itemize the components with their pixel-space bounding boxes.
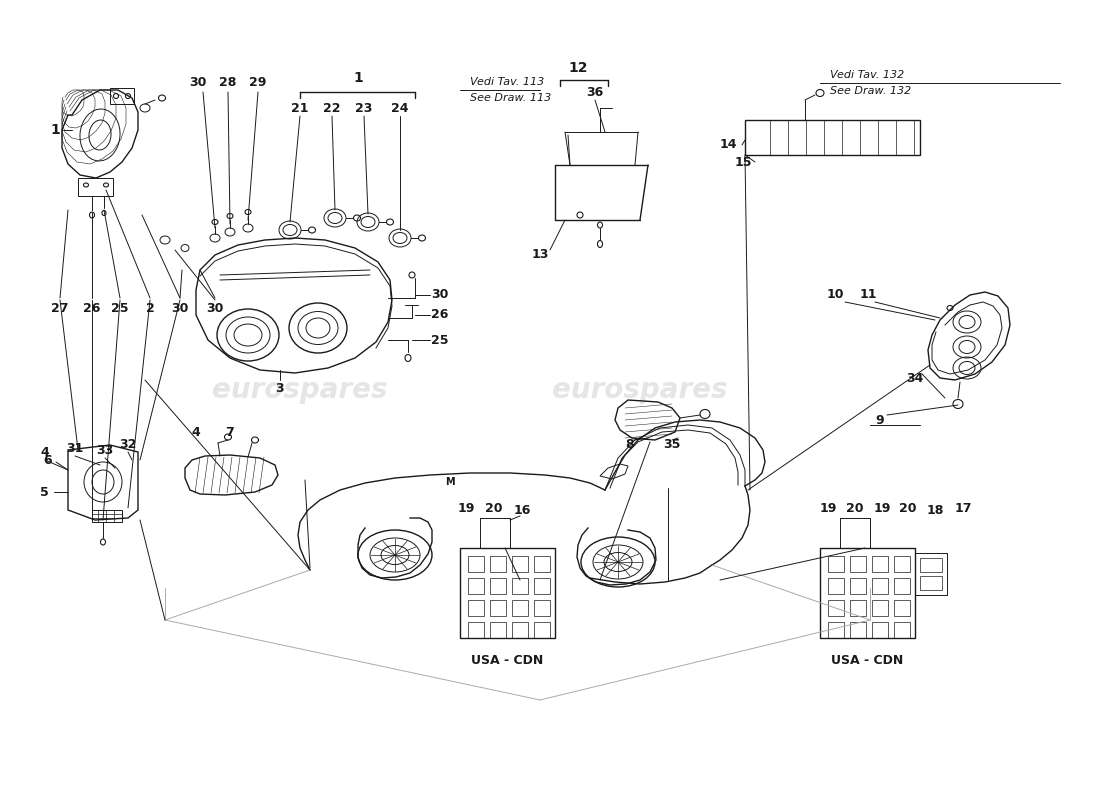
Bar [460,548,556,638]
Text: See Draw. 132: See Draw. 132 [830,86,911,96]
Text: 4: 4 [191,426,200,439]
Bar [110,88,134,104]
Bar [78,178,113,196]
Text: 8: 8 [626,438,635,451]
Bar [920,576,942,590]
Bar [850,578,866,594]
Text: 33: 33 [97,443,113,457]
Text: 16: 16 [514,503,530,517]
Text: 23: 23 [355,102,373,114]
Text: 9: 9 [876,414,884,426]
Text: 34: 34 [906,371,924,385]
Bar [534,600,550,616]
Text: 22: 22 [323,102,341,114]
Bar [468,578,484,594]
Bar [872,578,888,594]
Bar [512,600,528,616]
Bar [512,578,528,594]
Bar [490,622,506,638]
Text: 13: 13 [531,249,549,262]
Text: 19: 19 [820,502,837,514]
Text: 5: 5 [40,486,48,498]
Text: 17: 17 [955,502,971,514]
Bar [468,556,484,572]
Text: 31: 31 [66,442,84,454]
Text: 25: 25 [431,334,449,346]
Text: 28: 28 [219,77,236,90]
Bar [894,622,910,638]
Text: 32: 32 [119,438,136,450]
Text: 1: 1 [353,71,363,85]
Text: 20: 20 [900,502,916,514]
Bar [490,578,506,594]
Bar [872,622,888,638]
Text: 15: 15 [735,155,751,169]
Text: 3: 3 [276,382,284,394]
Text: 30: 30 [207,302,223,314]
Text: 30: 30 [172,302,189,314]
Text: 1: 1 [51,123,59,137]
Bar [850,600,866,616]
Bar [828,556,844,572]
Text: 27: 27 [52,302,68,314]
Text: 4: 4 [41,446,50,458]
Text: eurospares: eurospares [212,376,387,404]
Bar [872,600,888,616]
Text: 36: 36 [586,86,604,98]
Bar [534,622,550,638]
Text: USA - CDN: USA - CDN [830,654,903,666]
Text: 26: 26 [84,302,101,314]
Bar [534,578,550,594]
Bar [490,600,506,616]
Text: 21: 21 [292,102,309,114]
Bar [872,556,888,572]
Bar [828,600,844,616]
Bar [915,553,947,595]
Text: 29: 29 [250,77,266,90]
Text: 7: 7 [226,426,234,439]
Text: Vedi Tav. 113: Vedi Tav. 113 [470,77,544,87]
Bar [920,558,942,572]
Text: 25: 25 [111,302,129,314]
Bar [490,556,506,572]
Bar [534,556,550,572]
Bar [850,622,866,638]
Text: 26: 26 [431,309,449,322]
Text: 35: 35 [663,438,681,451]
Text: 2: 2 [145,302,154,314]
Bar [92,510,122,522]
Text: 19: 19 [873,502,891,514]
Text: eurospares: eurospares [552,376,728,404]
Text: 11: 11 [859,289,877,302]
Text: Vedi Tav. 132: Vedi Tav. 132 [830,70,904,80]
Bar [468,622,484,638]
Bar [745,120,920,155]
Text: USA - CDN: USA - CDN [471,654,543,666]
Text: 19: 19 [458,502,475,514]
Text: 24: 24 [392,102,409,114]
Text: 20: 20 [846,502,864,514]
Text: M: M [446,477,454,487]
Bar [468,600,484,616]
Bar [828,578,844,594]
Text: 30: 30 [189,77,207,90]
Bar [894,578,910,594]
Bar [512,622,528,638]
Text: 12: 12 [569,61,587,75]
Bar [820,548,915,638]
Text: 20: 20 [485,502,503,514]
Bar [894,600,910,616]
Bar [828,622,844,638]
Text: 30: 30 [431,289,449,302]
Bar [850,556,866,572]
Text: See Draw. 113: See Draw. 113 [470,93,551,103]
Text: 6: 6 [44,454,53,466]
Bar [512,556,528,572]
Text: 14: 14 [719,138,737,151]
Text: 10: 10 [826,289,844,302]
Bar [894,556,910,572]
Text: 18: 18 [926,503,944,517]
